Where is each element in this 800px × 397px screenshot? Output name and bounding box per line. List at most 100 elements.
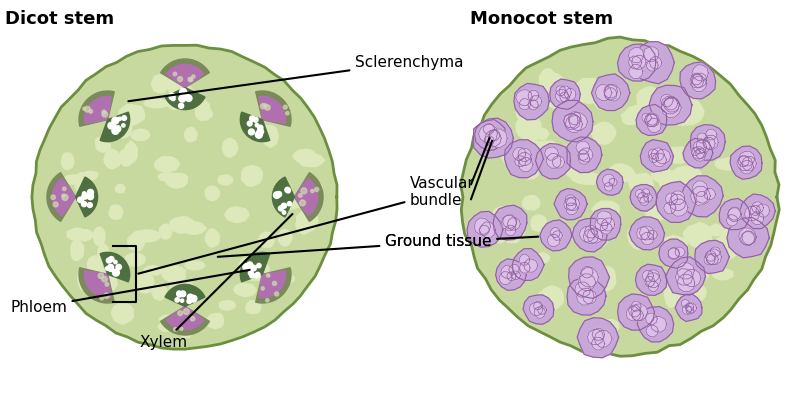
Polygon shape [690,73,702,85]
Circle shape [108,122,114,129]
Circle shape [254,274,258,278]
Polygon shape [635,189,644,198]
Circle shape [108,266,114,271]
Polygon shape [258,271,286,298]
Polygon shape [751,202,763,213]
Polygon shape [642,270,654,281]
Polygon shape [637,306,674,342]
Polygon shape [185,261,205,270]
Polygon shape [282,275,294,283]
Text: Xylem: Xylem [140,214,293,349]
Polygon shape [115,184,125,193]
Polygon shape [173,67,193,87]
Polygon shape [79,91,114,126]
Circle shape [250,265,256,271]
Polygon shape [178,317,194,337]
Polygon shape [675,247,685,257]
Polygon shape [704,254,715,265]
Polygon shape [550,227,560,237]
Polygon shape [682,305,692,314]
Polygon shape [505,140,543,178]
Polygon shape [474,218,490,234]
Polygon shape [643,196,670,221]
Circle shape [54,202,58,207]
Polygon shape [575,282,590,297]
Circle shape [79,198,83,202]
Circle shape [122,124,125,127]
Circle shape [254,118,258,122]
Circle shape [62,195,68,200]
Polygon shape [636,104,666,135]
Polygon shape [489,130,500,141]
Polygon shape [552,100,593,142]
Circle shape [250,116,255,121]
Polygon shape [534,292,552,318]
Polygon shape [652,153,666,167]
Polygon shape [567,137,602,173]
Polygon shape [680,62,715,99]
Polygon shape [566,116,582,133]
Polygon shape [496,259,526,290]
Polygon shape [483,123,494,134]
Polygon shape [159,315,179,323]
Polygon shape [298,154,325,167]
Polygon shape [607,164,634,182]
Polygon shape [645,114,658,127]
Polygon shape [485,130,502,146]
Polygon shape [500,218,526,243]
Polygon shape [580,268,598,287]
Polygon shape [726,230,754,254]
Polygon shape [677,262,694,279]
Polygon shape [592,201,619,218]
Polygon shape [258,232,274,247]
Circle shape [114,126,121,132]
Polygon shape [151,75,169,93]
Polygon shape [222,138,238,158]
Polygon shape [294,173,323,222]
Text: Phloem: Phloem [10,270,250,314]
Polygon shape [165,88,205,110]
Polygon shape [125,141,138,162]
Polygon shape [576,269,592,292]
Circle shape [187,299,192,304]
Polygon shape [646,114,658,125]
Polygon shape [585,225,598,238]
Circle shape [102,110,106,114]
Polygon shape [646,273,661,287]
Polygon shape [690,186,710,205]
Polygon shape [704,189,715,200]
Circle shape [180,291,186,297]
Polygon shape [683,179,701,194]
Polygon shape [696,148,706,158]
Polygon shape [125,253,145,266]
Polygon shape [494,205,527,240]
Polygon shape [559,86,571,98]
Polygon shape [566,165,582,178]
Polygon shape [708,237,739,260]
Polygon shape [647,118,661,133]
Polygon shape [692,73,706,87]
Polygon shape [256,268,291,303]
Polygon shape [556,145,577,163]
Circle shape [82,107,86,110]
Polygon shape [62,153,74,170]
Polygon shape [648,270,659,281]
Polygon shape [702,137,715,149]
Polygon shape [205,229,219,247]
Polygon shape [560,92,570,102]
Polygon shape [531,215,546,231]
Polygon shape [161,59,210,88]
Polygon shape [539,69,556,92]
Polygon shape [502,215,517,228]
Polygon shape [687,223,712,247]
Circle shape [190,316,195,321]
Polygon shape [664,97,678,110]
Polygon shape [696,191,708,203]
Polygon shape [555,90,568,102]
Polygon shape [628,224,650,249]
Polygon shape [169,84,193,96]
Circle shape [112,127,119,134]
Polygon shape [584,265,614,285]
Polygon shape [553,231,562,240]
Polygon shape [713,269,733,280]
